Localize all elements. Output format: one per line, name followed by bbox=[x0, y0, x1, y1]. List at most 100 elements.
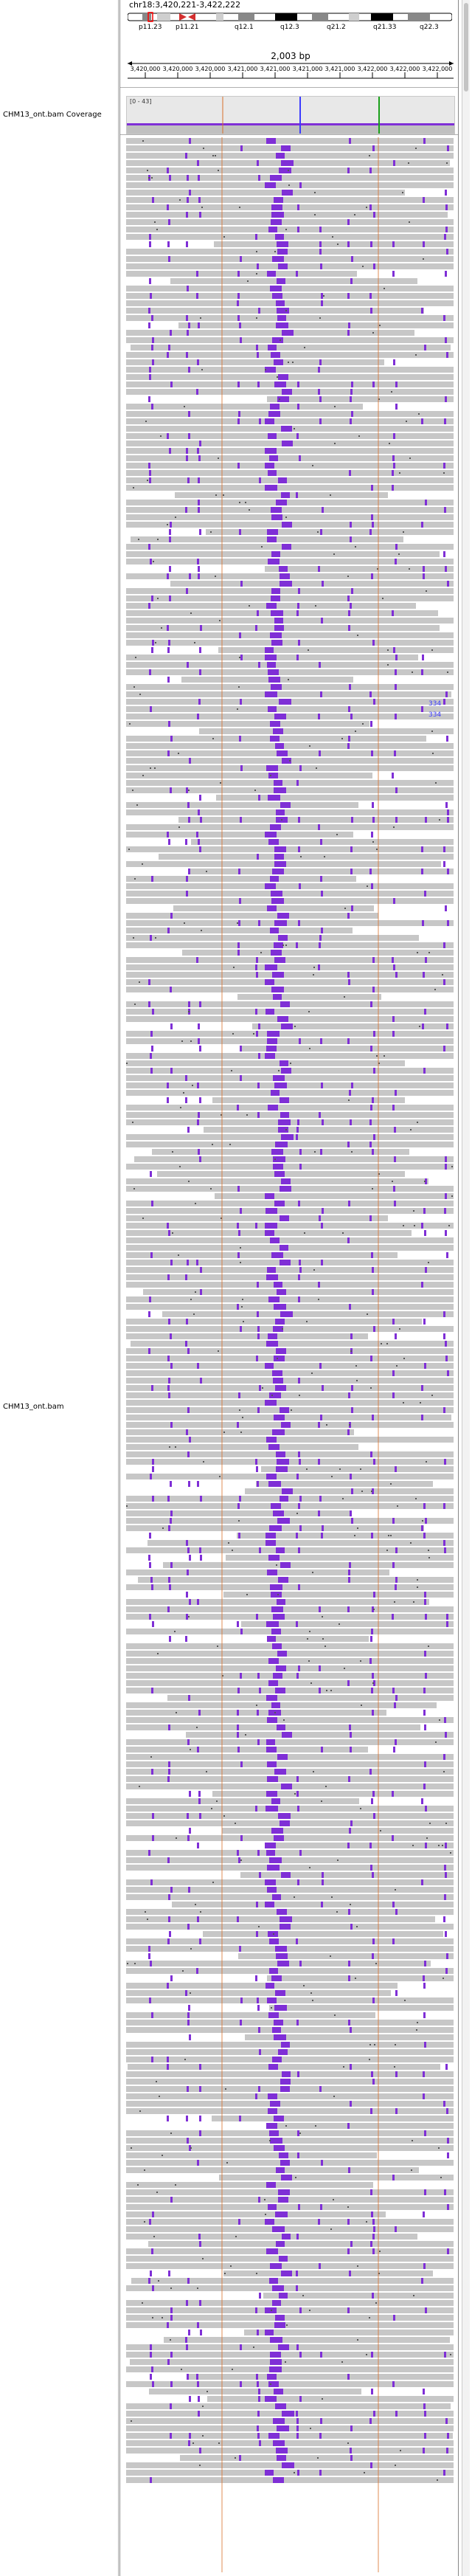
insertion-marker bbox=[170, 1023, 173, 1029]
locus-label[interactable]: chr18:3,420,221-3,422,222 bbox=[129, 0, 241, 10]
mismatch-dot bbox=[381, 1343, 382, 1344]
aligned-read bbox=[126, 559, 454, 564]
insertion-marker bbox=[320, 839, 322, 845]
chromosome-ideogram[interactable]: p11.23 p11.21 q12.1 q12.3 q21.2 q21.33 q… bbox=[128, 11, 452, 30]
insertion-marker bbox=[447, 2248, 449, 2254]
mismatch-dot bbox=[221, 1114, 222, 1116]
insertion-marker bbox=[392, 271, 395, 277]
aligned-read bbox=[126, 485, 454, 491]
insertion-marker bbox=[197, 2160, 199, 2166]
coverage-track-name[interactable]: CHM13_ont.bam Coverage bbox=[3, 111, 102, 119]
insertion-marker bbox=[199, 212, 201, 218]
insertion-block bbox=[267, 1761, 277, 1767]
insertion-block bbox=[277, 1599, 285, 1605]
insertion-marker bbox=[372, 2234, 375, 2240]
insertion-marker bbox=[296, 2418, 299, 2424]
mismatch-dot bbox=[319, 317, 321, 319]
insertion-marker bbox=[152, 1009, 154, 1015]
alignment-track-name[interactable]: CHM13_ont.bam bbox=[3, 1403, 64, 1411]
mismatch-dot bbox=[154, 221, 156, 223]
mismatch-dot bbox=[135, 657, 136, 658]
mismatch-dot bbox=[282, 1328, 283, 1330]
mismatch-dot bbox=[216, 1800, 218, 1802]
insertion-marker bbox=[392, 1938, 395, 1944]
mismatch-dot bbox=[424, 1181, 426, 1182]
insertion-marker bbox=[446, 1614, 448, 1620]
mismatch-dot bbox=[271, 2007, 272, 2009]
insertion-marker bbox=[240, 2020, 242, 2026]
mismatch-dot bbox=[238, 686, 240, 688]
insertion-marker bbox=[296, 433, 299, 439]
aligned-read bbox=[240, 1046, 454, 1052]
mismatch-dot bbox=[450, 2354, 451, 2355]
insertion-marker bbox=[199, 1001, 201, 1007]
insertion-marker bbox=[255, 234, 257, 240]
insertion-marker bbox=[351, 1488, 353, 1494]
mismatch-dot bbox=[291, 1409, 292, 1411]
insertion-marker bbox=[318, 1282, 320, 1288]
mismatch-dot bbox=[415, 354, 417, 356]
insertion-block bbox=[281, 1178, 291, 1184]
aligned-read bbox=[226, 1555, 454, 1561]
insertion-marker bbox=[318, 1422, 320, 1428]
insertion-block bbox=[267, 1717, 277, 1723]
insertion-marker bbox=[149, 234, 151, 240]
insertion-marker bbox=[421, 1223, 423, 1229]
insertion-marker bbox=[349, 138, 351, 144]
vertical-scrollbar[interactable] bbox=[462, 0, 470, 2576]
insertion-block bbox=[272, 2226, 285, 2232]
scroll-thumb[interactable] bbox=[464, 3, 468, 91]
insertion-marker bbox=[151, 345, 153, 351]
ruler[interactable]: 2,003 bp 3,420,000 3,420,000 3,420,000 3,42… bbox=[126, 47, 455, 83]
insertion-marker bbox=[256, 1931, 258, 1937]
insertion-block bbox=[270, 1237, 280, 1243]
alignment-track[interactable]: 334 334 bbox=[126, 137, 455, 2572]
insertion-marker bbox=[444, 234, 446, 240]
mismatch-dot bbox=[317, 2457, 319, 2459]
insertion-marker bbox=[372, 2248, 375, 2254]
insertion-marker bbox=[372, 1606, 374, 1612]
mismatch-dot bbox=[371, 1491, 372, 1492]
insertion-marker bbox=[297, 404, 299, 410]
mismatch-dot bbox=[417, 952, 418, 953]
insertion-marker bbox=[297, 1119, 299, 1125]
mismatch-dot bbox=[316, 767, 317, 769]
insertion-block bbox=[275, 1990, 285, 1996]
mismatch-dot bbox=[404, 2000, 406, 2001]
insertion-marker bbox=[320, 529, 322, 535]
insertion-marker bbox=[237, 1422, 239, 1428]
insertion-marker bbox=[238, 1857, 240, 1863]
insertion-block bbox=[265, 2470, 274, 2476]
insertion-block bbox=[277, 1459, 289, 1465]
insertion-block bbox=[274, 2322, 285, 2328]
insertion-marker bbox=[447, 2433, 449, 2439]
ruler-ticks: 3,420,000 3,420,000 3,420,000 3,421,000 3,42… bbox=[131, 66, 452, 78]
insertion-marker bbox=[186, 455, 188, 461]
insertion-marker bbox=[296, 271, 298, 277]
insertion-marker bbox=[198, 1791, 201, 1797]
mismatch-dot bbox=[232, 2369, 233, 2370]
insertion-marker bbox=[197, 1599, 199, 1605]
insertion-block bbox=[273, 2477, 284, 2483]
aligned-read bbox=[212, 2116, 454, 2121]
insertion-marker bbox=[393, 1186, 395, 1192]
insertion-marker bbox=[199, 1097, 201, 1103]
mismatch-dot bbox=[413, 1210, 414, 1212]
mismatch-dot bbox=[142, 140, 144, 142]
insertion-marker bbox=[424, 1230, 426, 1236]
mismatch-dot bbox=[342, 1232, 344, 1234]
insertion-marker bbox=[197, 1916, 199, 1922]
aligned-read bbox=[170, 278, 417, 284]
insertion-marker bbox=[150, 1252, 153, 1258]
insertion-marker bbox=[196, 832, 198, 838]
insertion-marker bbox=[187, 2374, 189, 2380]
insertion-marker bbox=[445, 1230, 447, 1236]
aligned-read bbox=[178, 817, 454, 823]
insertion-block bbox=[268, 1481, 281, 1487]
insertion-marker bbox=[347, 293, 350, 299]
coverage-track[interactable]: [0 - 43] bbox=[126, 96, 455, 134]
insertion-marker bbox=[445, 1341, 447, 1347]
aligned-read bbox=[126, 271, 357, 277]
insertion-marker bbox=[167, 1223, 169, 1229]
insertion-marker bbox=[199, 529, 201, 535]
